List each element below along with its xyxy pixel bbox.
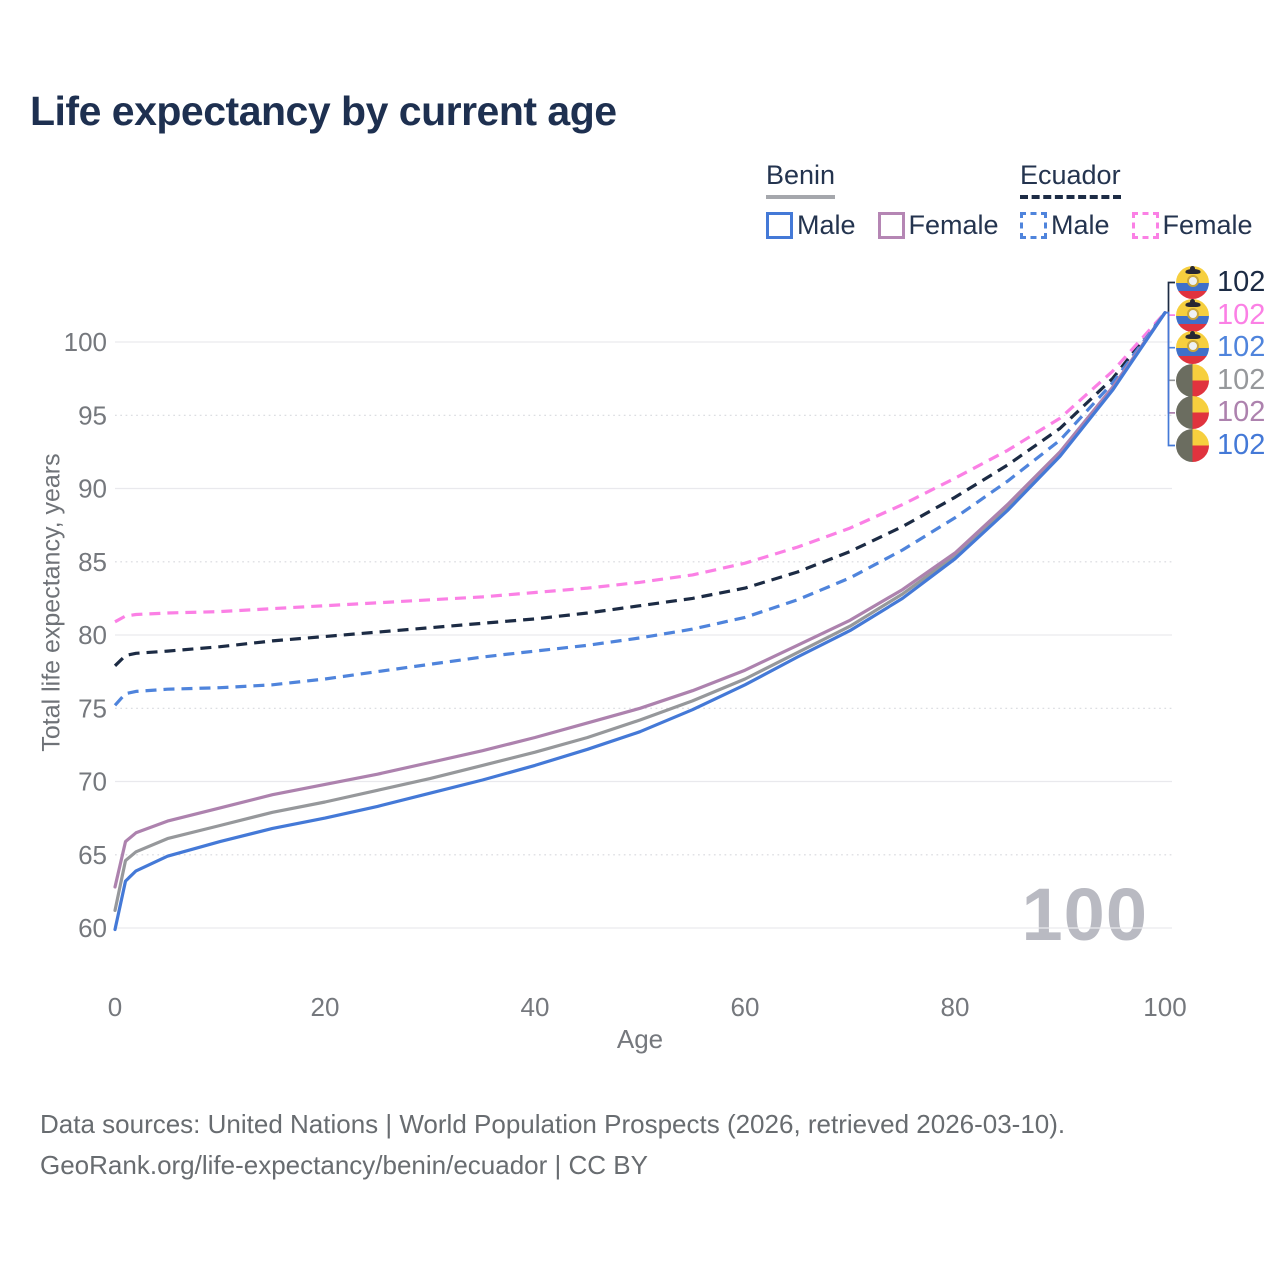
legend-group-title-ecuador: Ecuador xyxy=(1020,160,1121,199)
y-tick-label: 75 xyxy=(78,693,107,723)
series-line-ecuador-total xyxy=(113,311,1167,667)
y-tick-label: 85 xyxy=(78,547,107,577)
footer-attribution: Data sources: United Nations | World Pop… xyxy=(40,1104,1065,1186)
benin-flag-icon xyxy=(1176,363,1209,397)
endpoint-label-ecuador-total: 102 xyxy=(1176,266,1265,299)
ecuador-male-swatch-icon[interactable] xyxy=(1020,212,1047,239)
endpoint-value: 102 xyxy=(1217,429,1266,461)
endpoint-value: 102 xyxy=(1217,331,1266,364)
endpoint-label-benin-female: 102 xyxy=(1176,396,1266,430)
endpoint-value: 102 xyxy=(1217,396,1266,429)
y-tick-label: 70 xyxy=(78,767,107,797)
endpoint-value: 102 xyxy=(1217,298,1266,331)
x-tick-label: 20 xyxy=(311,992,340,1022)
x-tick-label: 100 xyxy=(1143,992,1186,1022)
legend-item-ecuador-male[interactable]: Male xyxy=(1020,210,1110,241)
y-tick-label: 60 xyxy=(78,913,107,943)
leader-line-benin-female xyxy=(1165,311,1175,414)
y-tick-label: 80 xyxy=(78,620,107,650)
chart-title: Life expectancy by current age xyxy=(30,88,617,134)
benin-male-swatch-icon[interactable] xyxy=(766,212,793,239)
legend-group-ecuador: Ecuador Male Female xyxy=(1020,160,1253,241)
legend-item-label: Male xyxy=(1051,210,1110,240)
footer-line-1: Data sources: United Nations | World Pop… xyxy=(40,1109,1066,1139)
legend-item-label: Male xyxy=(797,210,856,240)
leader-line-ecuador-total xyxy=(1165,281,1175,314)
footer-line-2: GeoRank.org/life-expectancy/benin/ecuado… xyxy=(40,1150,648,1180)
series-line-benin-female xyxy=(113,311,1167,889)
y-tick-label: 65 xyxy=(78,840,107,870)
axis-tick-labels: 60 65 70 75 80 85 90 95 100 0 20 40 60 80 100 Age xyxy=(64,327,1187,1054)
y-tick-label: 95 xyxy=(78,400,107,430)
y-tick-label: 90 xyxy=(78,474,107,504)
ecuador-flag-icon xyxy=(1176,331,1209,365)
ecuador-crest-ring-icon xyxy=(1186,340,1199,353)
endpoint-label-benin-total: 102 xyxy=(1176,363,1266,397)
endpoint-label-ecuador-female: 102 xyxy=(1176,298,1266,332)
x-tick-label: 80 xyxy=(941,992,970,1022)
series-line-benin-male xyxy=(113,311,1167,932)
benin-flag-icon xyxy=(1176,429,1209,462)
x-tick-label: 0 xyxy=(108,992,122,1022)
series-line-ecuador-female xyxy=(114,311,1167,624)
ecuador-flag-icon xyxy=(1176,266,1209,299)
endpoint-value: 102 xyxy=(1217,266,1266,298)
endpoint-value: 102 xyxy=(1217,363,1266,396)
leader-line-benin-male xyxy=(1165,311,1175,447)
series-lines xyxy=(113,311,1167,932)
ecuador-flag-icon xyxy=(1176,298,1209,332)
ecuador-female-swatch-icon[interactable] xyxy=(1131,212,1159,239)
x-tick-label: 40 xyxy=(521,992,550,1022)
y-tick-label: 100 xyxy=(64,327,107,357)
series-line-benin-total xyxy=(113,311,1167,912)
legend-item-label: Female xyxy=(908,210,999,240)
legend-item-ecuador-female[interactable]: Female xyxy=(1131,210,1253,241)
benin-female-swatch-icon[interactable] xyxy=(877,212,905,239)
legend-group-title-benin: Benin xyxy=(766,160,836,199)
x-tick-label: 60 xyxy=(731,992,760,1022)
legend-group-benin: Benin Male Female xyxy=(766,160,999,241)
series-line-ecuador-male xyxy=(113,311,1167,707)
legend-item-benin-male[interactable]: Male xyxy=(766,210,856,241)
ecuador-crest-icon xyxy=(1185,269,1200,274)
ecuador-crest-ring-icon xyxy=(1186,307,1199,320)
endpoint-label-ecuador-male: 102 xyxy=(1176,331,1266,365)
legend-item-label: Female xyxy=(1162,210,1253,240)
endpoint-leader-lines xyxy=(1165,281,1175,447)
current-age-watermark: 100 xyxy=(1021,873,1148,956)
ecuador-crest-icon xyxy=(1185,334,1200,340)
ecuador-crest-ring-icon xyxy=(1186,275,1199,287)
leader-line-benin-total xyxy=(1165,311,1175,382)
gridlines xyxy=(115,341,1172,929)
ecuador-crest-icon xyxy=(1185,301,1200,307)
benin-flag-icon xyxy=(1176,396,1209,430)
x-axis-label: Age xyxy=(617,1024,663,1054)
endpoint-label-benin-male: 102 xyxy=(1176,429,1265,462)
legend-item-benin-female[interactable]: Female xyxy=(877,210,999,241)
